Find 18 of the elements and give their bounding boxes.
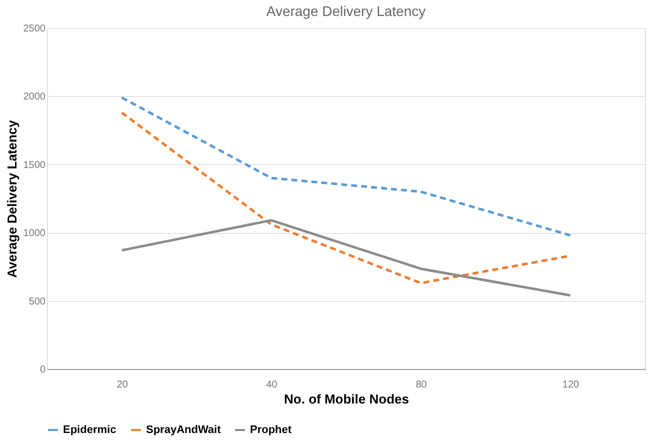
legend-label: Prophet	[250, 424, 292, 436]
line-series	[120, 219, 572, 297]
y-axis-title: Average Delivery Latency	[4, 119, 20, 278]
x-tick-label: 120	[562, 380, 580, 390]
y-tick-label: 1500	[23, 160, 46, 171]
line-series	[120, 96, 572, 237]
y-tick-label: 500	[28, 296, 46, 308]
chart-title: Average Delivery Latency	[266, 3, 426, 19]
x-axis-title: No. of Mobile Nodes	[284, 392, 409, 406]
x-tick-label: 80	[416, 380, 428, 390]
x-tick-label: 40	[266, 380, 278, 390]
y-tick-label: 0	[40, 364, 46, 376]
y-tick-label: 2500	[23, 24, 46, 34]
legend-label: SprayAndWait	[146, 424, 222, 436]
legend-label: Epidermic	[63, 424, 116, 436]
y-tick-label: 1000	[23, 228, 46, 240]
x-tick-label: 20	[116, 380, 128, 390]
y-tick-label: 2000	[23, 92, 46, 103]
